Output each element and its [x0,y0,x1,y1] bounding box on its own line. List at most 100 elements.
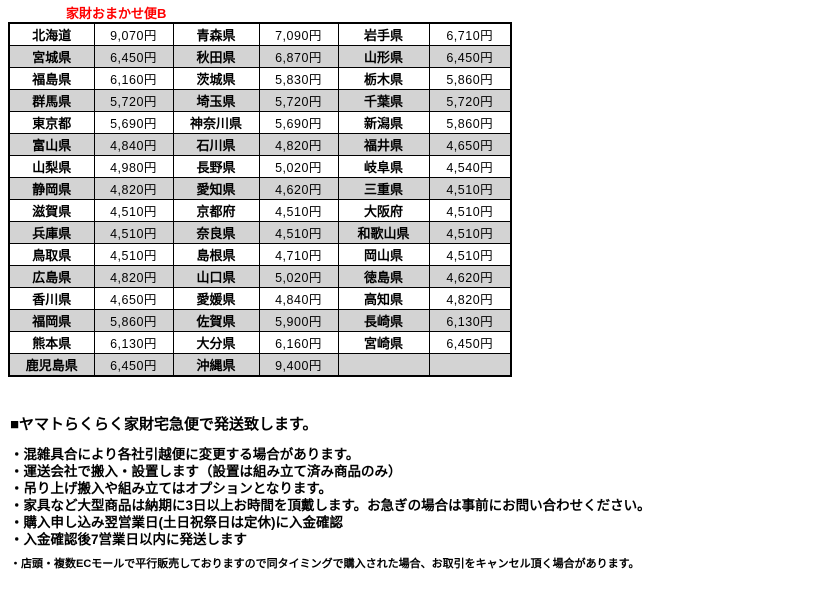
table-row: 富山県 4,840円 石川県 4,820円 福井県 4,650円 [8,133,512,156]
price-cell: 4,510円 [428,243,512,266]
price-cell: 4,820円 [93,265,174,288]
prefecture-cell: 大分県 [172,331,260,354]
table-row: 香川県 4,650円 愛媛県 4,840円 高知県 4,820円 [8,287,512,310]
price-cell: 4,820円 [93,177,174,200]
prefecture-cell: 青森県 [172,22,260,46]
prefecture-cell: 高知県 [337,287,430,310]
price-cell: 6,450円 [93,353,174,377]
price-cell: 4,510円 [93,243,174,266]
prefecture-cell: 愛知県 [172,177,260,200]
price-cell: 4,540円 [428,155,512,178]
prefecture-cell: 岩手県 [337,22,430,46]
table-row: 鹿児島県 6,450円 沖縄県 9,400円 [8,353,512,377]
prefecture-cell: 大阪府 [337,199,430,222]
prefecture-cell: 秋田県 [172,45,260,68]
prefecture-cell: 奈良県 [172,221,260,244]
prefecture-cell: 東京都 [8,111,95,134]
prefecture-cell: 長崎県 [337,309,430,332]
prefecture-cell: 福岡県 [8,309,95,332]
prefecture-cell: 熊本県 [8,331,95,354]
price-cell: 4,620円 [428,265,512,288]
price-cell: 6,450円 [428,331,512,354]
prefecture-cell: 鹿児島県 [8,353,95,377]
price-cell: 5,690円 [258,111,339,134]
price-cell: 4,510円 [428,199,512,222]
prefecture-cell: 千葉県 [337,89,430,112]
price-cell [428,353,512,377]
prefecture-cell: 山口県 [172,265,260,288]
prefecture-cell: 石川県 [172,133,260,156]
table-row: 福岡県 5,860円 佐賀県 5,900円 長崎県 6,130円 [8,309,512,332]
shipping-plan-title: 家財おまかせ便B [66,6,167,21]
price-cell: 6,710円 [428,22,512,46]
notes-bullet: ・運送会社で搬入・設置します（設置は組み立て済み商品のみ） [10,464,402,479]
price-cell: 5,830円 [258,67,339,90]
price-cell: 9,400円 [258,353,339,377]
price-cell: 4,840円 [258,287,339,310]
table-row: 静岡県 4,820円 愛知県 4,620円 三重県 4,510円 [8,177,512,200]
price-cell: 4,710円 [258,243,339,266]
table-row: 北海道 9,070円 青森県 7,090円 岩手県 6,710円 [8,22,512,46]
prefecture-cell [337,353,430,377]
price-cell: 5,860円 [428,111,512,134]
price-cell: 5,020円 [258,265,339,288]
prefecture-cell: 山形県 [337,45,430,68]
notes-footnote: ・店頭・複数ECモールで平行販売しておりますので同タイミングで購入された場合、お… [10,558,640,570]
prefecture-cell: 岡山県 [337,243,430,266]
price-cell: 4,510円 [93,221,174,244]
notes-bullet: ・入金確認後7営業日以内に発送します [10,532,248,547]
prefecture-cell: 愛媛県 [172,287,260,310]
prefecture-cell: 静岡県 [8,177,95,200]
price-cell: 5,720円 [258,89,339,112]
price-cell: 4,510円 [93,199,174,222]
notes-bullet: ・吊り上げ搬入や組み立てはオプションとなります。 [10,481,332,496]
prefecture-cell: 和歌山県 [337,221,430,244]
price-cell: 7,090円 [258,22,339,46]
price-cell: 4,510円 [258,221,339,244]
prefecture-cell: 福井県 [337,133,430,156]
prefecture-cell: 島根県 [172,243,260,266]
price-cell: 4,980円 [93,155,174,178]
table-row: 山梨県 4,980円 長野県 5,020円 岐阜県 4,540円 [8,155,512,178]
table-row: 鳥取県 4,510円 島根県 4,710円 岡山県 4,510円 [8,243,512,266]
prefecture-cell: 神奈川県 [172,111,260,134]
price-cell: 4,650円 [428,133,512,156]
prefecture-cell: 三重県 [337,177,430,200]
price-cell: 5,720円 [93,89,174,112]
price-cell: 5,690円 [93,111,174,134]
price-cell: 6,450円 [93,45,174,68]
price-cell: 6,130円 [93,331,174,354]
prefecture-cell: 佐賀県 [172,309,260,332]
prefecture-cell: 宮崎県 [337,331,430,354]
prefecture-cell: 富山県 [8,133,95,156]
price-cell: 6,450円 [428,45,512,68]
price-cell: 4,820円 [258,133,339,156]
prefecture-cell: 宮城県 [8,45,95,68]
price-cell: 6,870円 [258,45,339,68]
prefecture-cell: 茨城県 [172,67,260,90]
table-row: 熊本県 6,130円 大分県 6,160円 宮崎県 6,450円 [8,331,512,354]
prefecture-cell: 福島県 [8,67,95,90]
price-cell: 4,510円 [258,199,339,222]
shipping-notes-section: ■ヤマトらくらく家財宅急便で発送致します。 ・混雑具合により各社引越便に変更する… [10,413,816,571]
table-row: 滋賀県 4,510円 京都府 4,510円 大阪府 4,510円 [8,199,512,222]
price-cell: 4,510円 [428,221,512,244]
price-cell: 4,620円 [258,177,339,200]
prefecture-cell: 兵庫県 [8,221,95,244]
table-row: 兵庫県 4,510円 奈良県 4,510円 和歌山県 4,510円 [8,221,512,244]
price-cell: 5,020円 [258,155,339,178]
prefecture-cell: 岐阜県 [337,155,430,178]
price-cell: 4,510円 [428,177,512,200]
shipping-price-table: 北海道 9,070円 青森県 7,090円 岩手県 6,710円 宮城県 6,450円 秋田県 6… [8,22,512,377]
prefecture-cell: 香川県 [8,287,95,310]
price-cell: 6,160円 [93,67,174,90]
price-cell: 6,130円 [428,309,512,332]
prefecture-cell: 北海道 [8,22,95,46]
prefecture-cell: 京都府 [172,199,260,222]
price-cell: 4,840円 [93,133,174,156]
table-row: 群馬県 5,720円 埼玉県 5,720円 千葉県 5,720円 [8,89,512,112]
prefecture-cell: 長野県 [172,155,260,178]
price-cell: 5,900円 [258,309,339,332]
price-cell: 5,720円 [428,89,512,112]
